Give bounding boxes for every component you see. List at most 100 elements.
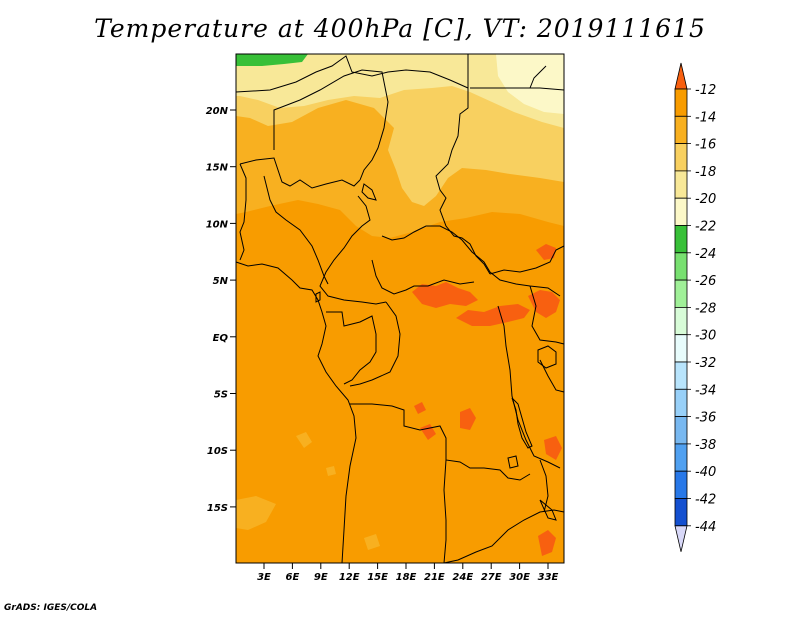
- colorbar-label: -34: [695, 383, 716, 398]
- colorbar-top-arrow: [674, 62, 688, 90]
- border-sudan-south: [489, 245, 565, 275]
- temperature-field: [236, 54, 564, 563]
- colorbar-swatch: [674, 88, 688, 117]
- field-light-orange-south-1: [236, 496, 276, 530]
- border-cameroon-car: [319, 195, 387, 305]
- field-warm-patch-3: [528, 290, 560, 318]
- colorbar-bottom-arrow: [674, 525, 688, 552]
- colorbar-swatch: [674, 361, 688, 390]
- map-frame: [235, 53, 565, 564]
- colorbar-swatch: [674, 115, 688, 145]
- lake-victoria: [537, 345, 557, 369]
- colorbar-label: -24: [695, 247, 716, 262]
- border-zambia-south: [443, 509, 565, 564]
- lat-tick-label: 15N: [206, 163, 229, 174]
- lat-tick-label: 10S: [207, 446, 228, 457]
- lon-tick-label: 33E: [538, 572, 559, 583]
- colorbar-swatch: [674, 416, 688, 445]
- border-uganda-kenya: [529, 285, 565, 345]
- lon-tick-label: 12E: [339, 572, 360, 583]
- grads-credit: GrADS: IGES/COLA: [4, 603, 98, 613]
- lon-tick-label: 30E: [509, 572, 530, 583]
- colorbar-swatch: [674, 197, 688, 226]
- border-car-drc: [381, 225, 561, 297]
- field-green: [236, 54, 308, 66]
- field-warm-patch-6: [460, 408, 476, 430]
- field-warm-patch-2: [456, 304, 530, 326]
- colorbar-label: -44: [695, 520, 716, 535]
- colorbar-swatch: [674, 443, 688, 472]
- colorbar: -12 -14 -16 -18 -20 -22 -24 -26 -28 -30 -32 -34 -36 -…: [674, 62, 716, 552]
- colorbar-swatch: [674, 306, 688, 336]
- border-drc-west: [349, 301, 401, 387]
- colorbar-swatch: [674, 279, 688, 308]
- border-tanzania: [539, 359, 565, 393]
- longitude-axis: 3E 6E 9E 12E 15E 18E 21E 24E 27E 30E 33E: [257, 563, 559, 583]
- colorbar-swatch: [674, 170, 688, 199]
- lat-tick-label: 15S: [207, 503, 228, 514]
- field-light-orange-south-2: [296, 432, 336, 476]
- colorbar-swatch: [674, 143, 688, 172]
- lat-tick-label: 20N: [206, 106, 229, 117]
- chart-title: Temperature at 400hPa [C], VT: 201911161…: [94, 14, 706, 43]
- lon-tick-label: 15E: [367, 572, 388, 583]
- colorbar-label: -28: [695, 301, 716, 316]
- lat-tick-label: 5N: [213, 276, 229, 287]
- colorbar-label: -36: [695, 411, 716, 426]
- colorbar-swatch: [674, 388, 688, 417]
- country-boundaries: [235, 54, 565, 564]
- field-cream: [496, 54, 564, 114]
- colorbar-label: -42: [695, 493, 716, 508]
- lon-tick-label: 3E: [257, 572, 271, 583]
- colorbar-label: -16: [695, 138, 716, 153]
- colorbar-label: -18: [695, 165, 716, 180]
- lon-tick-label: 27E: [481, 572, 502, 583]
- border-congo-gabon: [326, 311, 377, 385]
- lake-tanganyika: [511, 397, 533, 449]
- colorbar-label: -32: [695, 356, 716, 371]
- lat-tick-label: 10N: [206, 219, 229, 230]
- lake-chad: [361, 183, 377, 201]
- colorbar-label: -20: [695, 192, 716, 207]
- lon-tick-label: 9E: [314, 572, 328, 583]
- colorbar-label: -22: [695, 220, 716, 235]
- island-bioko: [315, 291, 321, 303]
- field-warm-patch-1: [412, 282, 478, 308]
- lon-tick-label: 21E: [424, 572, 445, 583]
- colorbar-swatch: [674, 498, 688, 527]
- field-warm-patch-5: [414, 402, 436, 440]
- border-sahara: [235, 55, 469, 93]
- colorbar-swatch: [674, 225, 688, 254]
- lat-tick-label: EQ: [213, 333, 229, 344]
- lon-tick-label: 6E: [286, 572, 300, 583]
- border-chad-sudan: [435, 54, 491, 275]
- border-niger-chad: [273, 69, 389, 181]
- border-libya-sudan: [470, 87, 565, 91]
- lake-lake-malawi: [539, 499, 557, 521]
- colorbar-label: -30: [695, 329, 716, 344]
- latitude-axis: 20N 15N 10N 5N EQ 5S 10S 15S: [206, 106, 236, 514]
- border-nigeria-north: [239, 157, 361, 189]
- border-angola-drc: [350, 403, 531, 481]
- field-warm-patch-4: [536, 244, 556, 260]
- colorbar-swatch: [674, 470, 688, 499]
- border-car-south: [371, 259, 475, 295]
- border-nigeria-cameroon: [239, 163, 329, 285]
- colorbar-label: -40: [695, 465, 716, 480]
- colorbar-label: -38: [695, 438, 716, 453]
- colorbar-label: -14: [695, 110, 716, 125]
- colorbar-label: -26: [695, 274, 716, 289]
- field-warm-patch-8: [544, 436, 562, 460]
- colorbar-label: -12: [695, 83, 716, 98]
- border-angola-zambia: [443, 459, 447, 564]
- field-warm-patch-7: [538, 530, 556, 556]
- lat-tick-label: 5S: [214, 390, 228, 401]
- colorbar-swatch: [674, 252, 688, 281]
- lon-tick-label: 18E: [396, 572, 417, 583]
- border-north-egypt: [529, 65, 547, 89]
- coastline-west-africa: [235, 261, 357, 564]
- colorbar-swatch: [674, 334, 688, 363]
- lake-mweru: [507, 455, 519, 469]
- lon-tick-label: 24E: [452, 572, 473, 583]
